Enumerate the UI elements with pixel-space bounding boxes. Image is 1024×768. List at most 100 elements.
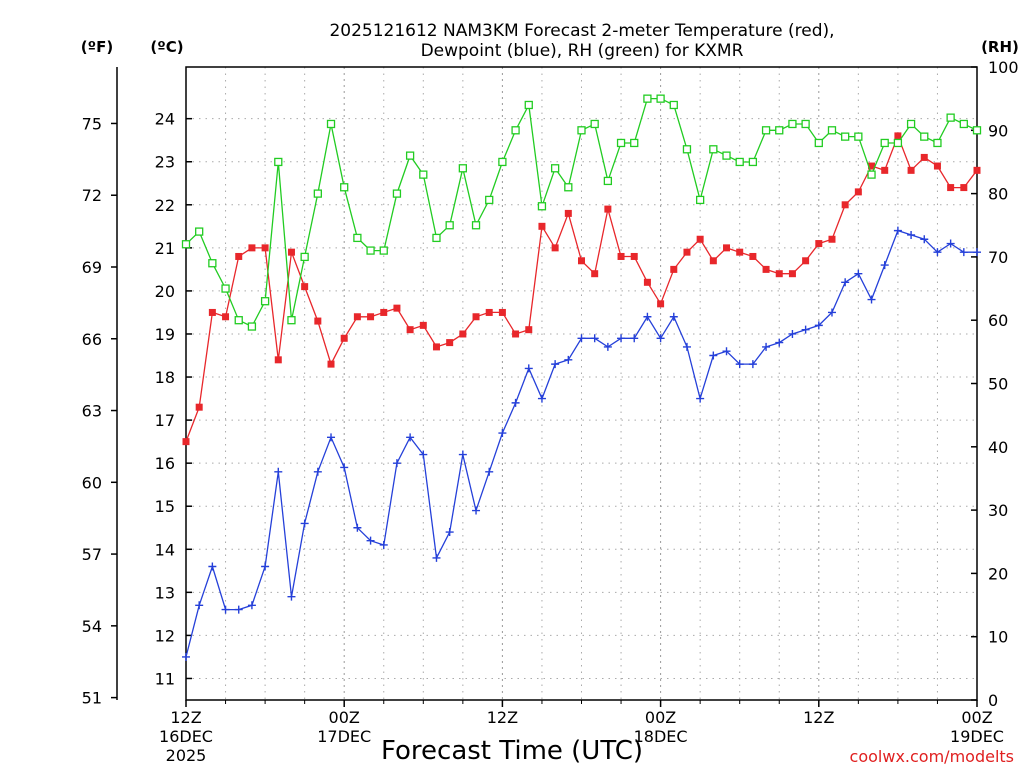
- rh-point-56: [920, 132, 929, 141]
- f-tick-label-7: 72: [82, 186, 102, 205]
- rh-point-42: [735, 157, 744, 167]
- temperature-point-24: [498, 308, 506, 316]
- f-tick-label-3: 60: [82, 473, 102, 492]
- dewpoint-point-27: [537, 394, 546, 403]
- temperature-point-46: [788, 270, 796, 278]
- temperature-point-10: [314, 317, 322, 325]
- rh-point-7: [274, 157, 283, 167]
- temperature-point-49: [828, 235, 836, 243]
- f-tick-label-6: 69: [82, 258, 102, 277]
- f-tick-label-1: 54: [82, 617, 102, 636]
- rh-point-40: [709, 145, 718, 154]
- rh-point-53: [880, 138, 889, 148]
- rh-point-36: [656, 94, 665, 103]
- temperature-point-33: [617, 252, 625, 260]
- temperature-point-58: [947, 184, 955, 192]
- temperature-point-54: [894, 132, 902, 140]
- c-tick-label-13: 24: [155, 110, 175, 129]
- dewpoint-point-60: [973, 248, 981, 257]
- dewpoint-point-17: [406, 433, 415, 442]
- rh-point-21: [458, 164, 468, 173]
- c-tick-label-1: 12: [155, 626, 175, 645]
- temperature-point-44: [762, 265, 770, 273]
- temperature-point-4: [235, 252, 243, 260]
- rh-tick-label-2: 20: [988, 564, 1008, 583]
- dewpoint-point-11: [327, 433, 336, 442]
- dewpoint-point-31: [590, 334, 599, 343]
- temperature-point-39: [696, 235, 704, 243]
- dewpoint-point-58: [946, 239, 955, 248]
- dewpoint-point-49: [827, 308, 836, 317]
- dewpoint-point-54: [893, 226, 902, 235]
- f-tick-label-2: 57: [82, 545, 102, 564]
- rh-point-60: [972, 126, 982, 135]
- series-temperature: [182, 132, 981, 446]
- rh-tick-label-8: 80: [988, 185, 1008, 204]
- dewpoint-point-12: [340, 463, 349, 472]
- dewpoint-point-53: [880, 261, 889, 270]
- rh-point-58: [946, 113, 955, 122]
- dewpoint-point-9: [300, 519, 309, 528]
- rh-point-49: [827, 126, 837, 135]
- x-tick-label-2: 12Z: [487, 708, 518, 727]
- rh-point-13: [353, 233, 362, 243]
- rh-tick-label-4: 40: [988, 438, 1008, 457]
- rh-point-54: [893, 138, 903, 148]
- dewpoint-point-50: [841, 278, 850, 287]
- dewpoint-point-19: [432, 553, 441, 562]
- rh-axis: 0 10 20 30 40 50 60 70 80 90 100: [971, 58, 1019, 710]
- temperature-point-34: [630, 252, 638, 260]
- temperature-point-26: [525, 326, 533, 334]
- dewpoint-point-36: [656, 334, 665, 343]
- dewpoint-point-32: [603, 342, 612, 351]
- rh-point-11: [326, 119, 336, 129]
- rh-point-46: [788, 119, 797, 129]
- f-tick-label-8: 75: [82, 114, 102, 133]
- temperature-point-28: [551, 244, 559, 252]
- rh-point-5: [247, 322, 257, 331]
- dewpoint-point-23: [485, 467, 494, 476]
- dewpoint-point-24: [498, 429, 507, 438]
- f-tick-label-5: 66: [82, 330, 102, 349]
- temperature-point-9: [301, 283, 309, 291]
- rh-point-23: [485, 195, 494, 205]
- dewpoint-point-26: [524, 364, 533, 373]
- dewpoint-point-2: [208, 562, 217, 571]
- temperature-point-43: [749, 252, 757, 260]
- dewpoint-point-46: [788, 329, 797, 338]
- rh-point-32: [603, 176, 613, 186]
- c-tick-label-7: 18: [155, 368, 175, 387]
- dewpoint-point-38: [682, 342, 691, 351]
- rh-point-1: [195, 227, 204, 236]
- temperature-point-0: [182, 438, 190, 446]
- temperature-point-48: [815, 240, 823, 248]
- rh-tick-label-6: 60: [988, 311, 1008, 330]
- rh-point-44: [761, 126, 771, 135]
- temperature-point-8: [287, 248, 295, 256]
- temperature-point-16: [393, 304, 401, 312]
- x-tick-date-5: 19DEC: [950, 727, 1004, 746]
- dewpoint-point-13: [353, 523, 362, 532]
- dewpoint-point-1: [195, 601, 204, 610]
- celsius-axis: 11 12 13 14 15 16 17 18 19 20 21 22 23 24: [155, 110, 192, 688]
- temperature-point-30: [578, 257, 585, 265]
- c-tick-label-5: 16: [155, 454, 175, 473]
- c-tick-label-3: 14: [155, 540, 175, 559]
- rh-point-31: [590, 119, 599, 129]
- rh-point-35: [643, 94, 652, 103]
- x-tick-date-3: 18DEC: [634, 727, 688, 746]
- plot-frame: [185, 66, 978, 701]
- temperature-point-53: [881, 166, 889, 174]
- rh-point-8: [287, 316, 296, 325]
- c-tick-label-4: 15: [155, 497, 175, 516]
- temperature-point-12: [340, 334, 348, 342]
- rh-point-28: [550, 164, 560, 173]
- dewpoint-point-47: [801, 325, 810, 334]
- dewpoint-point-41: [722, 347, 731, 356]
- temperature-point-51: [854, 188, 862, 196]
- x-tick-year-0: 2025: [166, 746, 207, 765]
- series-rh: [181, 94, 982, 331]
- temperature-point-1: [195, 403, 203, 411]
- rh-tick-label-5: 50: [988, 375, 1008, 394]
- rh-tick-label-3: 30: [988, 501, 1008, 520]
